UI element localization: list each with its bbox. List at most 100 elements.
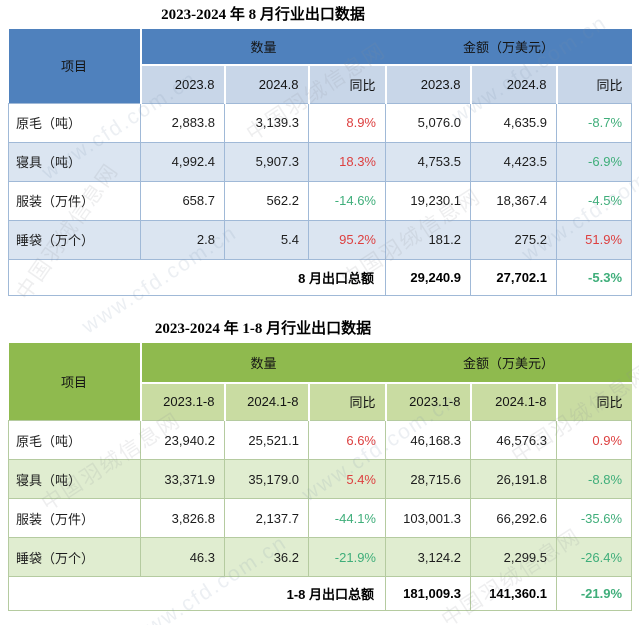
- col-header: 2024.8: [469, 65, 557, 103]
- cell: 66,292.6: [470, 498, 557, 538]
- cell: 25,521.1: [224, 420, 309, 460]
- col-header: 同比: [555, 65, 632, 103]
- table-row: 服装（万件） 658.7 562.2 -14.6% 19,230.1 18,36…: [8, 180, 633, 221]
- cell: 26,191.8: [470, 459, 557, 499]
- row-label: 寝具（吨）: [8, 459, 141, 499]
- yoy-cell: 51.9%: [555, 219, 633, 260]
- col-header: 2023.8: [384, 65, 471, 103]
- cell: 2,883.8: [140, 102, 225, 143]
- table-row: 寝具（吨） 33,371.9 35,179.0 5.4% 28,715.6 26…: [8, 459, 633, 499]
- cell: 275.2: [470, 219, 557, 260]
- cell: 181.2: [385, 219, 471, 260]
- amount-group-header: 金额（万美元）: [385, 342, 632, 384]
- col-header: 2024.8: [223, 65, 309, 103]
- yoy-cell: -8.7%: [555, 102, 633, 143]
- col-header: 2024.1-8: [469, 382, 557, 421]
- cell: 46,576.3: [470, 420, 557, 460]
- table-row: 原毛（吨） 23,940.2 25,521.1 6.6% 46,168.3 46…: [8, 420, 633, 460]
- yoy-cell: 8.9%: [308, 102, 386, 143]
- table-row: 寝具（吨） 4,992.4 5,907.3 18.3% 4,753.5 4,42…: [8, 141, 633, 182]
- cell: 3,139.3: [224, 102, 309, 143]
- col-header: 2024.1-8: [223, 382, 309, 421]
- yoy-cell: 5.4%: [308, 459, 386, 499]
- cell: 562.2: [224, 180, 309, 221]
- yoy-cell: -6.9%: [555, 141, 633, 182]
- table-header-row: 项目 数量 金额（万美元）: [8, 29, 632, 103]
- col-header: 同比: [307, 65, 386, 103]
- table-row: 原毛（吨） 2,883.8 3,139.3 8.9% 5,076.0 4,635…: [8, 102, 633, 143]
- cell: 4,992.4: [140, 141, 225, 182]
- yoy-cell: -44.1%: [308, 498, 386, 538]
- yoy-cell: 6.6%: [308, 420, 386, 460]
- cell: 19,230.1: [385, 180, 471, 221]
- cell: 46,168.3: [385, 420, 471, 460]
- table-row: 服装（万件） 3,826.8 2,137.7 -44.1% 103,001.3 …: [8, 498, 633, 538]
- total-row: 8 月出口总额 29,240.9 27,702.1 -5.3%: [8, 258, 633, 296]
- export-table-jan-aug: 项目 数量 金额（万美元） 2023.1-8 2024.1-8 同比 2023.…: [8, 342, 633, 611]
- table-subheader-row: 2023.8 2024.8 同比 2023.8 2024.8 同比: [9, 65, 632, 103]
- total-yoy-cell: -21.9%: [555, 576, 633, 611]
- total-value: 141,360.1: [470, 576, 557, 611]
- col-header: 同比: [307, 382, 386, 421]
- cell: 658.7: [140, 180, 225, 221]
- yoy-cell: 18.3%: [308, 141, 386, 182]
- table-row: 睡袋（万个） 2.8 5.4 95.2% 181.2 275.2 51.9%: [8, 219, 633, 260]
- cell: 23,940.2: [140, 420, 225, 460]
- cell: 5,907.3: [224, 141, 309, 182]
- yoy-cell: -14.6%: [308, 180, 386, 221]
- row-label: 原毛（吨）: [8, 102, 141, 143]
- cell: 28,715.6: [385, 459, 471, 499]
- col-header: 2023.8: [139, 65, 225, 103]
- col-header: 2023.1-8: [139, 382, 225, 421]
- quantity-group-header: 数量: [140, 29, 386, 66]
- yoy-cell: -35.6%: [555, 498, 633, 538]
- cell: 33,371.9: [140, 459, 225, 499]
- table-subheader-row: 2023.1-8 2024.1-8 同比 2023.1-8 2024.1-8 同…: [9, 382, 632, 421]
- row-label: 原毛（吨）: [8, 420, 141, 460]
- table-header-row: 项目 数量 金额（万美元）: [8, 342, 632, 421]
- cell: 46.3: [140, 537, 225, 577]
- row-label: 服装（万件）: [8, 180, 141, 221]
- cell: 5,076.0: [385, 102, 471, 143]
- total-label: 1-8 月出口总额: [8, 576, 386, 611]
- total-value: 181,009.3: [385, 576, 471, 611]
- yoy-cell: -21.9%: [308, 537, 386, 577]
- cell: 3,124.2: [385, 537, 471, 577]
- cell: 3,826.8: [140, 498, 225, 538]
- yoy-cell: 95.2%: [308, 219, 386, 260]
- cell: 5.4: [224, 219, 309, 260]
- col-header: 同比: [555, 382, 632, 421]
- cell: 35,179.0: [224, 459, 309, 499]
- amount-group-header: 金额（万美元）: [385, 29, 632, 66]
- quantity-group-header: 数量: [140, 342, 386, 384]
- cell: 18,367.4: [470, 180, 557, 221]
- row-label: 服装（万件）: [8, 498, 141, 538]
- yoy-cell: 0.9%: [555, 420, 633, 460]
- cell: 2,137.7: [224, 498, 309, 538]
- cell: 36.2: [224, 537, 309, 577]
- cell: 103,001.3: [385, 498, 471, 538]
- row-label: 睡袋（万个）: [8, 537, 141, 577]
- cell: 2.8: [140, 219, 225, 260]
- cell: 4,635.9: [470, 102, 557, 143]
- table-row: 睡袋（万个） 46.3 36.2 -21.9% 3,124.2 2,299.5 …: [8, 537, 633, 577]
- cell: 4,753.5: [385, 141, 471, 182]
- yoy-cell: -4.5%: [555, 180, 633, 221]
- total-yoy-cell: -5.3%: [555, 258, 633, 296]
- item-column-header: 项目: [8, 342, 142, 421]
- col-header: 2023.1-8: [384, 382, 471, 421]
- cell: 2,299.5: [470, 537, 557, 577]
- total-label: 8 月出口总额: [8, 258, 386, 296]
- export-table-august: 项目 数量 金额（万美元） 2023.8 2024.8 同比 2023.8 20…: [8, 29, 633, 296]
- cell: 4,423.5: [470, 141, 557, 182]
- total-value: 27,702.1: [470, 258, 557, 296]
- item-column-header: 项目: [8, 29, 142, 103]
- table2-title: 2023-2024 年 1-8 月行业出口数据: [154, 320, 372, 337]
- total-row: 1-8 月出口总额 181,009.3 141,360.1 -21.9%: [8, 576, 633, 611]
- row-label: 睡袋（万个）: [8, 219, 141, 260]
- yoy-cell: -8.8%: [555, 459, 633, 499]
- yoy-cell: -26.4%: [555, 537, 633, 577]
- row-label: 寝具（吨）: [8, 141, 141, 182]
- total-value: 29,240.9: [385, 258, 471, 296]
- table1-title: 2023-2024 年 8 月行业出口数据: [161, 7, 365, 23]
